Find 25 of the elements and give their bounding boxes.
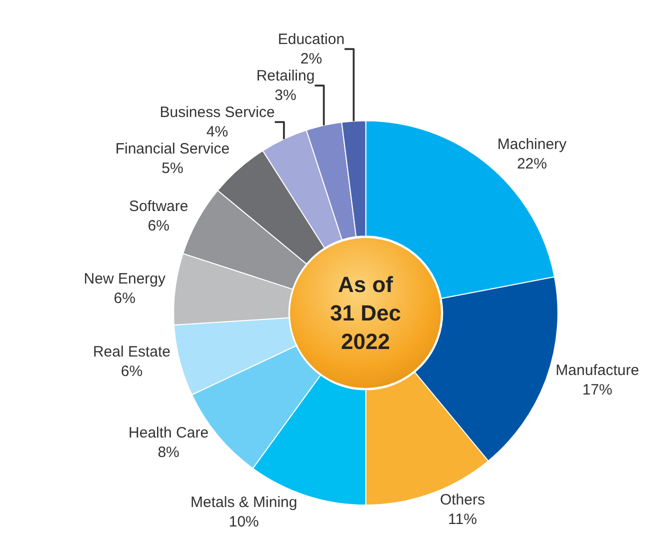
slice-label: Others bbox=[440, 492, 485, 509]
data-label: 11% bbox=[448, 511, 477, 528]
slice-label: Software bbox=[129, 198, 188, 215]
slice-label: Education bbox=[278, 30, 345, 48]
data-label: 22% bbox=[516, 155, 547, 172]
data-label: 6% bbox=[148, 217, 170, 234]
slice-label: Retailing bbox=[256, 67, 315, 84]
slice-label: Machinery bbox=[497, 136, 568, 153]
data-label: 4% bbox=[206, 123, 228, 140]
data-label: 10% bbox=[228, 513, 259, 530]
slice-label: New Energy bbox=[84, 270, 166, 288]
data-label: 8% bbox=[158, 444, 180, 462]
data-label: 5% bbox=[162, 160, 184, 177]
data-label: 3% bbox=[274, 86, 296, 104]
slice-label: Business Service bbox=[160, 104, 275, 121]
slice-label: Financial Service bbox=[115, 140, 230, 158]
text: As of 31 Dec 2022 bbox=[330, 272, 401, 354]
slice-label: Manufacture bbox=[556, 362, 640, 379]
data-label: 6% bbox=[114, 290, 136, 307]
data-label: 6% bbox=[120, 363, 143, 380]
data-label: 17% bbox=[582, 381, 612, 398]
data-label: 2% bbox=[300, 50, 322, 68]
slice-label: Real Estate bbox=[92, 344, 171, 361]
slice-label: Health Care bbox=[128, 424, 209, 442]
slice-label: Metals & Mining bbox=[190, 494, 298, 511]
